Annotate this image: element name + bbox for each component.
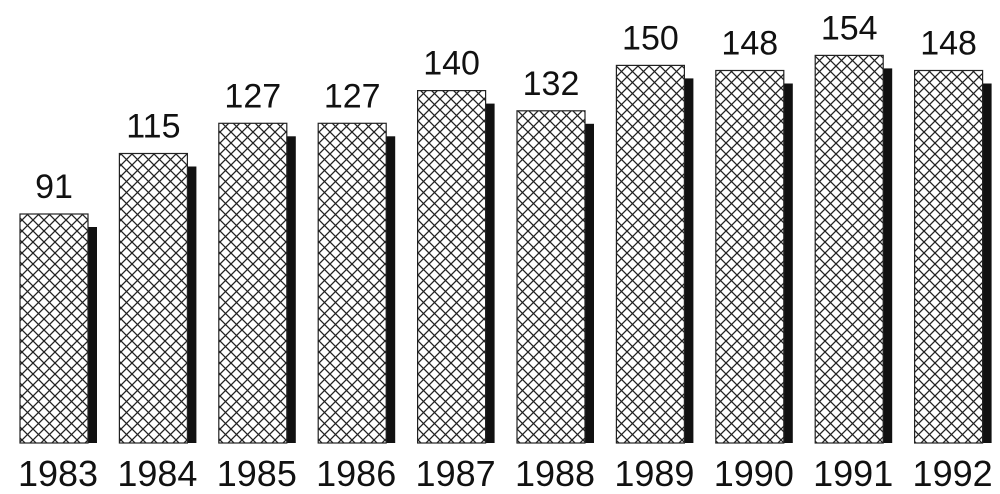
bar-1987 (417, 89, 487, 444)
data-label-1983: 91 (35, 168, 73, 206)
bar-shadow-1990 (782, 83, 793, 443)
x-tick-label-1986: 1986 (316, 453, 396, 494)
data-label-1984: 115 (126, 108, 180, 146)
bar-shadow-1988 (584, 123, 594, 444)
x-tick-label-1992: 1992 (913, 453, 993, 494)
data-label-1990: 148 (721, 25, 778, 63)
bar-1991 (814, 54, 884, 444)
bars-layer (19, 54, 992, 444)
bar-shadow-1985 (285, 136, 296, 444)
x-tick-label-1987: 1987 (416, 453, 496, 494)
data-label-1989: 150 (622, 19, 679, 57)
x-tick-label-1983: 1983 (18, 453, 98, 494)
bar-1985 (218, 122, 288, 444)
bar-1986 (317, 122, 387, 444)
bar-1992 (913, 69, 984, 444)
x-tick-label-1984: 1984 (117, 453, 197, 494)
bar-shadow-1983 (87, 227, 97, 443)
bar-1989 (615, 64, 686, 444)
bar-shadow-1991 (882, 68, 893, 444)
x-tick-label-1985: 1985 (217, 453, 297, 494)
bar-1984 (118, 152, 189, 444)
data-label-1987: 140 (423, 45, 480, 83)
x-axis-tick-labels: 1983 1984 1985 1986 1987 1988 1989 1990 1991 1992 (18, 453, 993, 494)
bar-1990 (715, 69, 785, 444)
data-label-1986: 127 (324, 77, 381, 115)
bar-shadow-1992 (981, 83, 992, 443)
bar-shadow-1989 (683, 78, 694, 444)
bar-1988 (516, 110, 586, 444)
data-label-1988: 132 (523, 65, 580, 103)
data-label-1992: 148 (920, 25, 977, 63)
data-label-1985: 127 (224, 77, 281, 115)
bar-shadow-1987 (484, 103, 495, 443)
x-tick-label-1990: 1990 (714, 453, 794, 494)
bar-1983 (19, 213, 89, 444)
x-tick-label-1988: 1988 (515, 453, 595, 494)
data-label-1991: 154 (821, 9, 878, 47)
bar-shadow-1986 (385, 136, 396, 444)
x-tick-label-1989: 1989 (614, 453, 694, 494)
bar-shadow-1984 (186, 166, 197, 443)
data-labels-layer: 91 115 127 127 140 132 150 148 154 148 (35, 9, 977, 206)
x-tick-label-1991: 1991 (813, 453, 893, 494)
